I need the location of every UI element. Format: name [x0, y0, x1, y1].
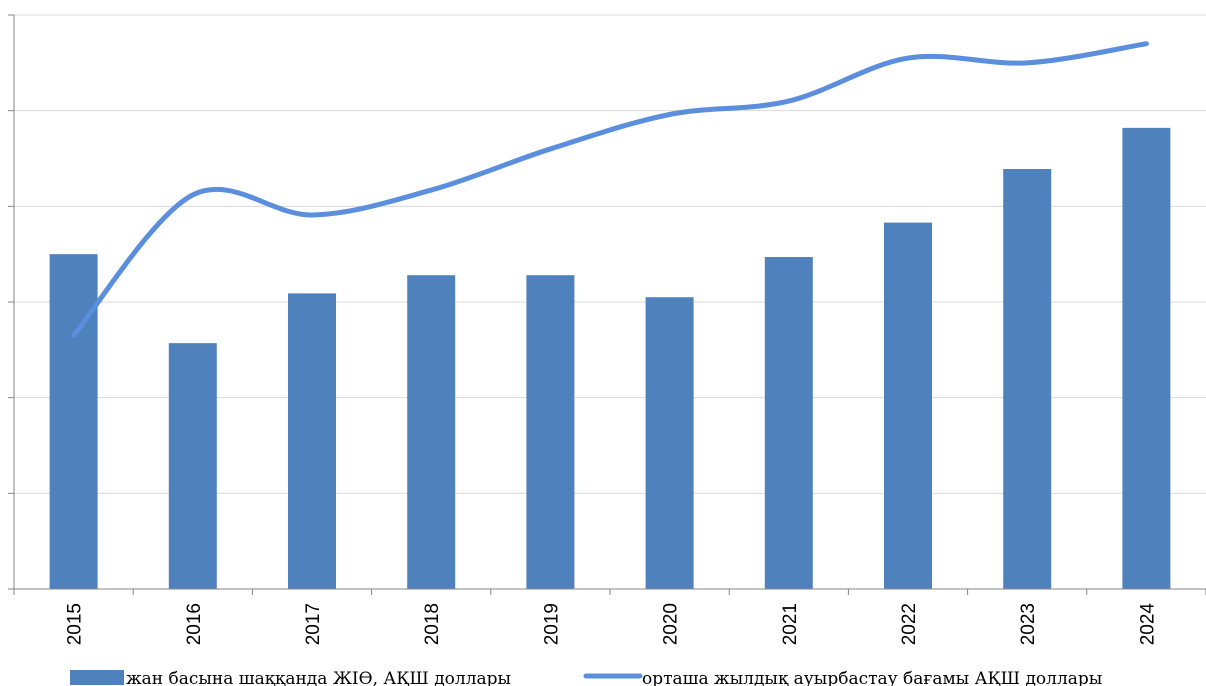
bar-2018 [407, 275, 456, 589]
x-tick-label: 2017 [303, 603, 324, 645]
x-tick-label: 2020 [661, 603, 682, 645]
legend-line-label: орташа жылдық ауырбастау бағамы АҚШ долл… [642, 669, 1102, 686]
bar-2017 [288, 293, 336, 589]
x-tick-label: 2018 [422, 603, 443, 645]
bar-2022 [884, 222, 932, 589]
x-tick-label: 2021 [780, 603, 801, 645]
x-tick-label: 2016 [184, 603, 205, 645]
legend: жан басына шаққанда ЖІӨ, АҚШ доллары орт… [70, 669, 1102, 686]
x-tick-label: 2015 [65, 603, 86, 645]
bar-2023 [1003, 169, 1052, 590]
bar-2015 [49, 254, 98, 589]
x-tick-label: 2022 [899, 603, 920, 645]
legend-bar-label: жан басына шаққанда ЖІӨ, АҚШ доллары [126, 669, 511, 686]
axes [8, 14, 1206, 595]
bar-2016 [168, 343, 217, 589]
x-tick-label: 2023 [1018, 603, 1039, 645]
x-tick-labels: 2015 2016 2017 2018 2019 2020 2021 2022 2023 2024 [65, 603, 1159, 646]
line-series [71, 41, 1149, 338]
bar-2021 [764, 257, 813, 589]
bar-2019 [526, 275, 575, 589]
exchange-rate-line [71, 41, 1149, 338]
x-tick-label: 2024 [1137, 603, 1158, 646]
bar-series [49, 127, 1171, 590]
x-tick-label: 2019 [541, 603, 562, 645]
legend-bar-swatch [70, 670, 124, 685]
bar-2020 [645, 297, 694, 589]
bar-2024 [1122, 127, 1171, 590]
